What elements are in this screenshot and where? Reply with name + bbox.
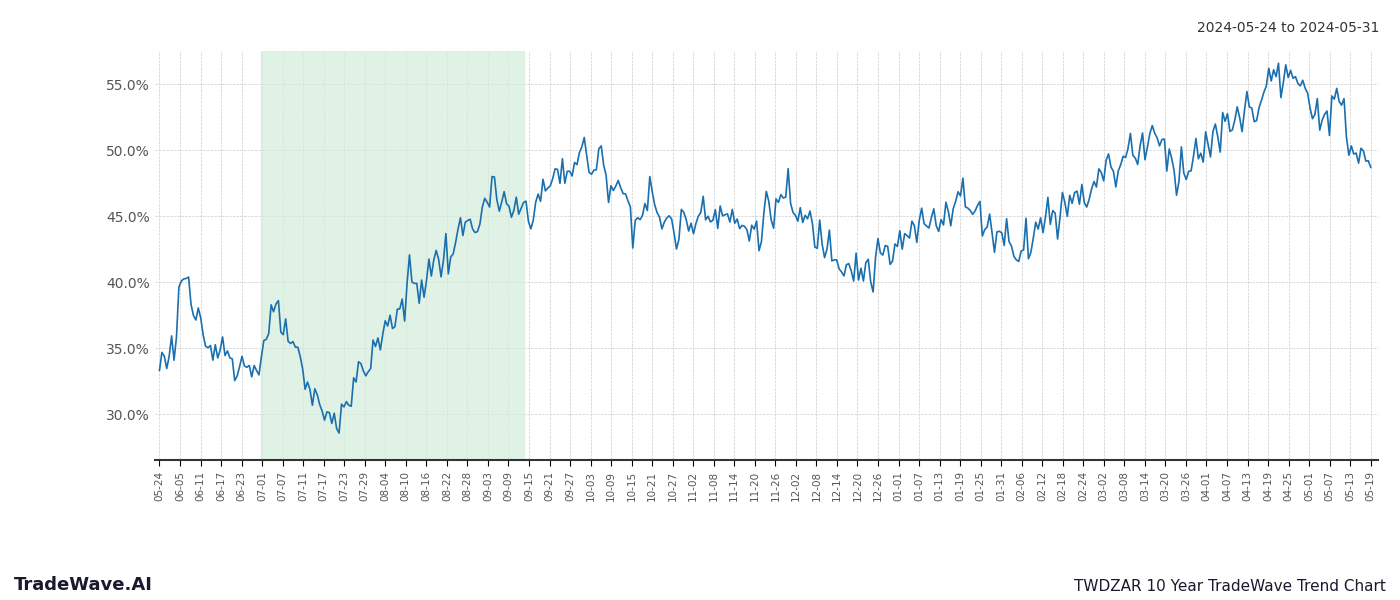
- Text: 2024-05-24 to 2024-05-31: 2024-05-24 to 2024-05-31: [1197, 21, 1379, 35]
- Bar: [260, 51, 524, 460]
- Text: TWDZAR 10 Year TradeWave Trend Chart: TWDZAR 10 Year TradeWave Trend Chart: [1074, 579, 1386, 594]
- Text: TradeWave.AI: TradeWave.AI: [14, 576, 153, 594]
